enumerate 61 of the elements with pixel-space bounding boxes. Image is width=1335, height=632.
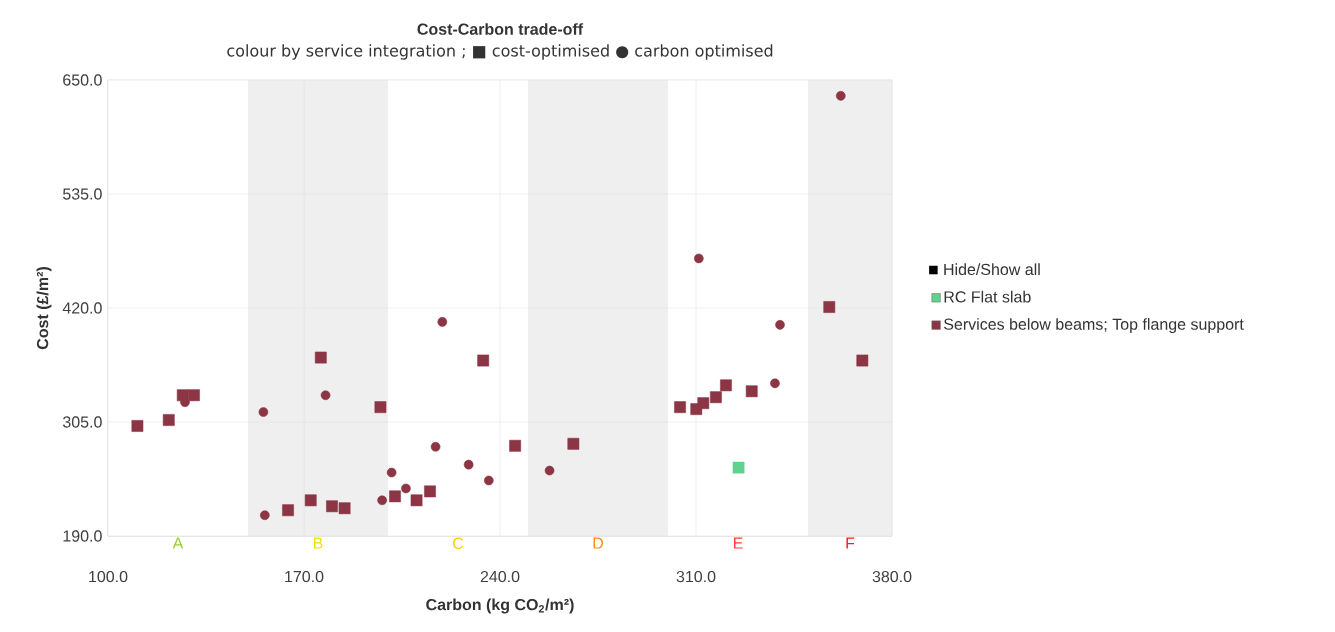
band-label: E (733, 537, 743, 549)
point (720, 379, 732, 392)
point (188, 389, 200, 402)
point (326, 500, 338, 513)
point (463, 459, 474, 470)
x-axis-title: Carbon (kg CO$_{2}$/m²) (426, 598, 574, 614)
y-tick-label: 650.0 (63, 74, 102, 86)
point (377, 495, 387, 506)
y-tick-label: 190.0 (63, 530, 102, 542)
legend-label: RC Flat slab (944, 290, 1031, 303)
text: Hide/Show all (944, 263, 1040, 276)
point (260, 510, 270, 520)
point (437, 317, 448, 327)
point (131, 420, 144, 432)
point (282, 504, 294, 517)
point (401, 483, 411, 494)
point (410, 494, 423, 507)
y-tick-label: 535.0 (63, 188, 102, 200)
band-label: F (846, 537, 855, 549)
point (484, 475, 494, 486)
band-label: A (172, 537, 184, 549)
band-label: D (593, 537, 604, 549)
point (835, 91, 846, 101)
chart-subtitle: colour by service integration ; ■ cost-optimised ● carbon optimised (227, 44, 773, 60)
point (374, 401, 387, 413)
point (775, 320, 785, 330)
band-label: C (453, 537, 464, 549)
x-tick-label: 100.0 (89, 570, 128, 583)
chart-title: Cost-Carbon trade-off (417, 23, 584, 35)
point (162, 414, 175, 426)
point (424, 485, 436, 498)
point (304, 494, 317, 507)
x-tick-label: 240.0 (480, 570, 520, 583)
point (697, 397, 710, 410)
point (258, 407, 269, 417)
x-tick-label: 380.0 (872, 570, 912, 583)
point (823, 301, 836, 313)
point (694, 253, 704, 264)
x-tick-label: 170.0 (285, 570, 324, 583)
band-label: B (313, 537, 323, 549)
point (430, 441, 441, 452)
point (732, 461, 745, 474)
y-tick-label: 305.0 (62, 416, 102, 428)
point (674, 401, 686, 413)
point (710, 391, 722, 404)
x-tick-label: 310.0 (676, 570, 716, 583)
y-axis-title: Cost (£/m²) (36, 267, 52, 350)
point (314, 351, 327, 364)
point (338, 502, 351, 515)
point (856, 354, 869, 367)
point (745, 385, 758, 398)
point (320, 390, 331, 401)
point (509, 439, 521, 452)
point (389, 490, 401, 503)
point (770, 378, 780, 389)
legend-label: Services below beams; Top flange support (944, 318, 1244, 334)
point (544, 465, 555, 476)
point (567, 437, 580, 450)
point (477, 354, 490, 367)
y-tick-label: 420.0 (62, 302, 102, 314)
point (386, 467, 397, 478)
